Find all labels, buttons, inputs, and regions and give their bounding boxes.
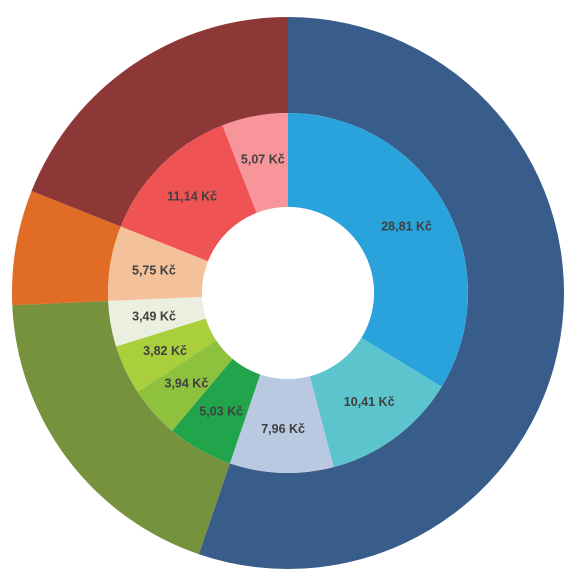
inner-label-5: 3,94 Kč — [165, 376, 209, 390]
inner-label-4: 5,03 Kč — [199, 404, 243, 418]
inner-slice-4 — [172, 358, 261, 464]
inner-label-8: 5,75 Kč — [132, 263, 176, 277]
inner-label-3: 7,96 Kč — [261, 422, 305, 436]
inner-slice-3 — [229, 374, 334, 474]
outer-ring — [12, 17, 565, 569]
outer-slice-4 — [31, 17, 288, 227]
inner-label-1: 28,81 Kč — [381, 219, 432, 233]
inner-slice-8 — [108, 226, 209, 302]
inner-slice-1 — [288, 113, 469, 387]
inner-ring — [108, 113, 469, 474]
inner-label-7: 3,49 Kč — [132, 309, 176, 323]
inner-slice-2 — [309, 337, 442, 468]
center-hole — [202, 207, 374, 379]
slice-labels: 28,81 Kč 10,41 Kč 7,96 Kč 5,03 Kč 3,94 Kč 3,8… — [132, 152, 432, 436]
outer-slice-2 — [12, 301, 230, 555]
inner-label-9: 11,14 Kč — [167, 190, 217, 204]
inner-slice-9 — [120, 125, 257, 262]
outer-slice-3 — [12, 191, 121, 306]
inner-slice-7 — [108, 296, 206, 347]
inner-label-6: 3,82 Kč — [143, 344, 187, 358]
outer-slice-1 — [198, 17, 565, 569]
inner-slice-5 — [137, 340, 233, 431]
inner-slice-6 — [116, 318, 217, 392]
inner-slice-10 — [222, 113, 288, 213]
inner-label-2: 10,41 Kč — [344, 395, 395, 409]
inner-label-10: 5,07 Kč — [241, 152, 285, 166]
